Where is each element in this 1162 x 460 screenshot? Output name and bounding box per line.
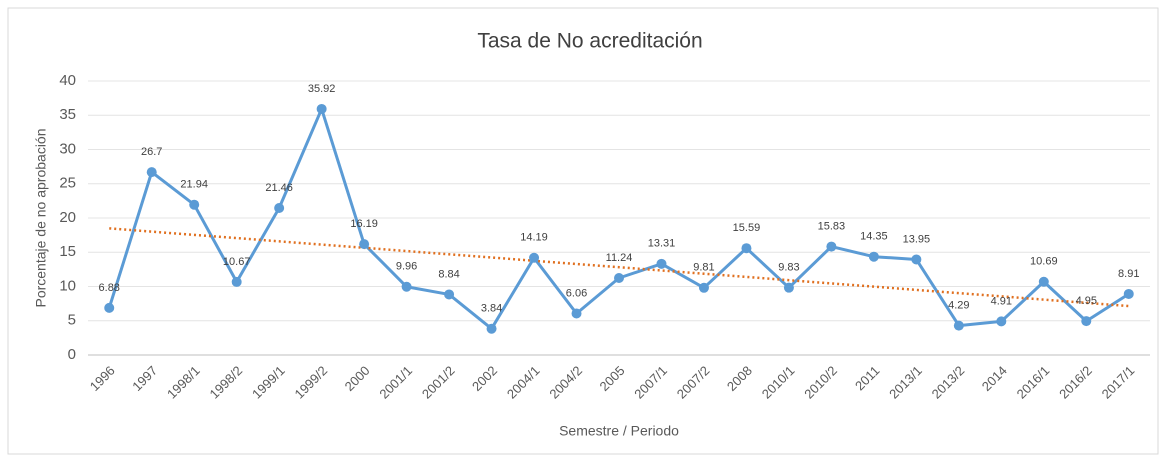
trendline — [109, 227, 1129, 308]
y-tick-label: 15 — [59, 243, 76, 260]
marker — [1038, 276, 1049, 287]
marker — [741, 243, 752, 254]
data-label: 4.95 — [1076, 295, 1097, 307]
data-label: 10.69 — [1030, 256, 1058, 268]
data-label: 21.94 — [180, 179, 208, 191]
data-label: 3.84 — [481, 303, 502, 315]
data-label: 6.88 — [99, 282, 120, 294]
marker — [571, 308, 582, 319]
marker — [189, 199, 200, 210]
data-label: 13.95 — [903, 233, 931, 245]
marker — [783, 282, 794, 293]
data-label: 10.67 — [223, 256, 251, 268]
data-label: 8.84 — [438, 268, 459, 280]
marker — [826, 241, 837, 252]
data-label: 4.91 — [991, 295, 1012, 307]
data-label: 14.19 — [520, 232, 548, 244]
marker — [1123, 288, 1134, 299]
marker — [1081, 316, 1092, 327]
data-label: 11.24 — [606, 252, 633, 264]
data-label: 13.31 — [648, 238, 676, 250]
marker — [868, 251, 879, 262]
data-label: 26.7 — [141, 146, 162, 158]
data-label: 4.29 — [948, 300, 969, 312]
marker — [444, 289, 455, 300]
chart-title: Tasa de No acreditación — [477, 30, 702, 53]
data-label: 6.06 — [566, 287, 587, 299]
marker — [911, 254, 922, 265]
data-label: 9.81 — [693, 262, 714, 274]
data-label: 8.91 — [1118, 268, 1139, 280]
y-tick-label: 20 — [59, 209, 76, 226]
data-label: 15.59 — [733, 222, 761, 234]
chart-frame — [7, 7, 1159, 455]
y-tick-label: 40 — [59, 72, 76, 89]
y-tick-label: 5 — [68, 312, 76, 329]
y-axis-label: Porcentaje de no aprobación — [33, 128, 49, 307]
marker — [146, 167, 157, 178]
marker — [104, 302, 115, 313]
marker — [274, 202, 285, 213]
y-tick-label: 35 — [59, 106, 76, 123]
marker — [401, 281, 412, 292]
data-label: 35.92 — [308, 83, 336, 95]
marker — [656, 258, 667, 269]
marker — [698, 282, 709, 293]
data-label: 9.96 — [396, 261, 417, 273]
y-tick-label: 0 — [68, 346, 76, 363]
data-label: 15.83 — [818, 220, 846, 232]
marker — [486, 323, 497, 334]
y-tick-label: 10 — [59, 277, 76, 294]
data-label: 9.83 — [778, 262, 799, 274]
marker — [953, 320, 964, 331]
marker — [316, 103, 327, 114]
x-axis-label: Semestre / Periodo — [559, 423, 679, 439]
y-tick-label: 25 — [59, 175, 76, 192]
y-tick-label: 30 — [59, 140, 76, 157]
data-label: 14.35 — [860, 231, 888, 243]
marker — [996, 316, 1007, 327]
data-label: 16.19 — [350, 218, 378, 230]
marker — [231, 276, 242, 287]
marker — [614, 273, 624, 284]
marker — [359, 239, 370, 250]
data-label: 21.46 — [265, 182, 293, 194]
marker — [529, 252, 540, 263]
